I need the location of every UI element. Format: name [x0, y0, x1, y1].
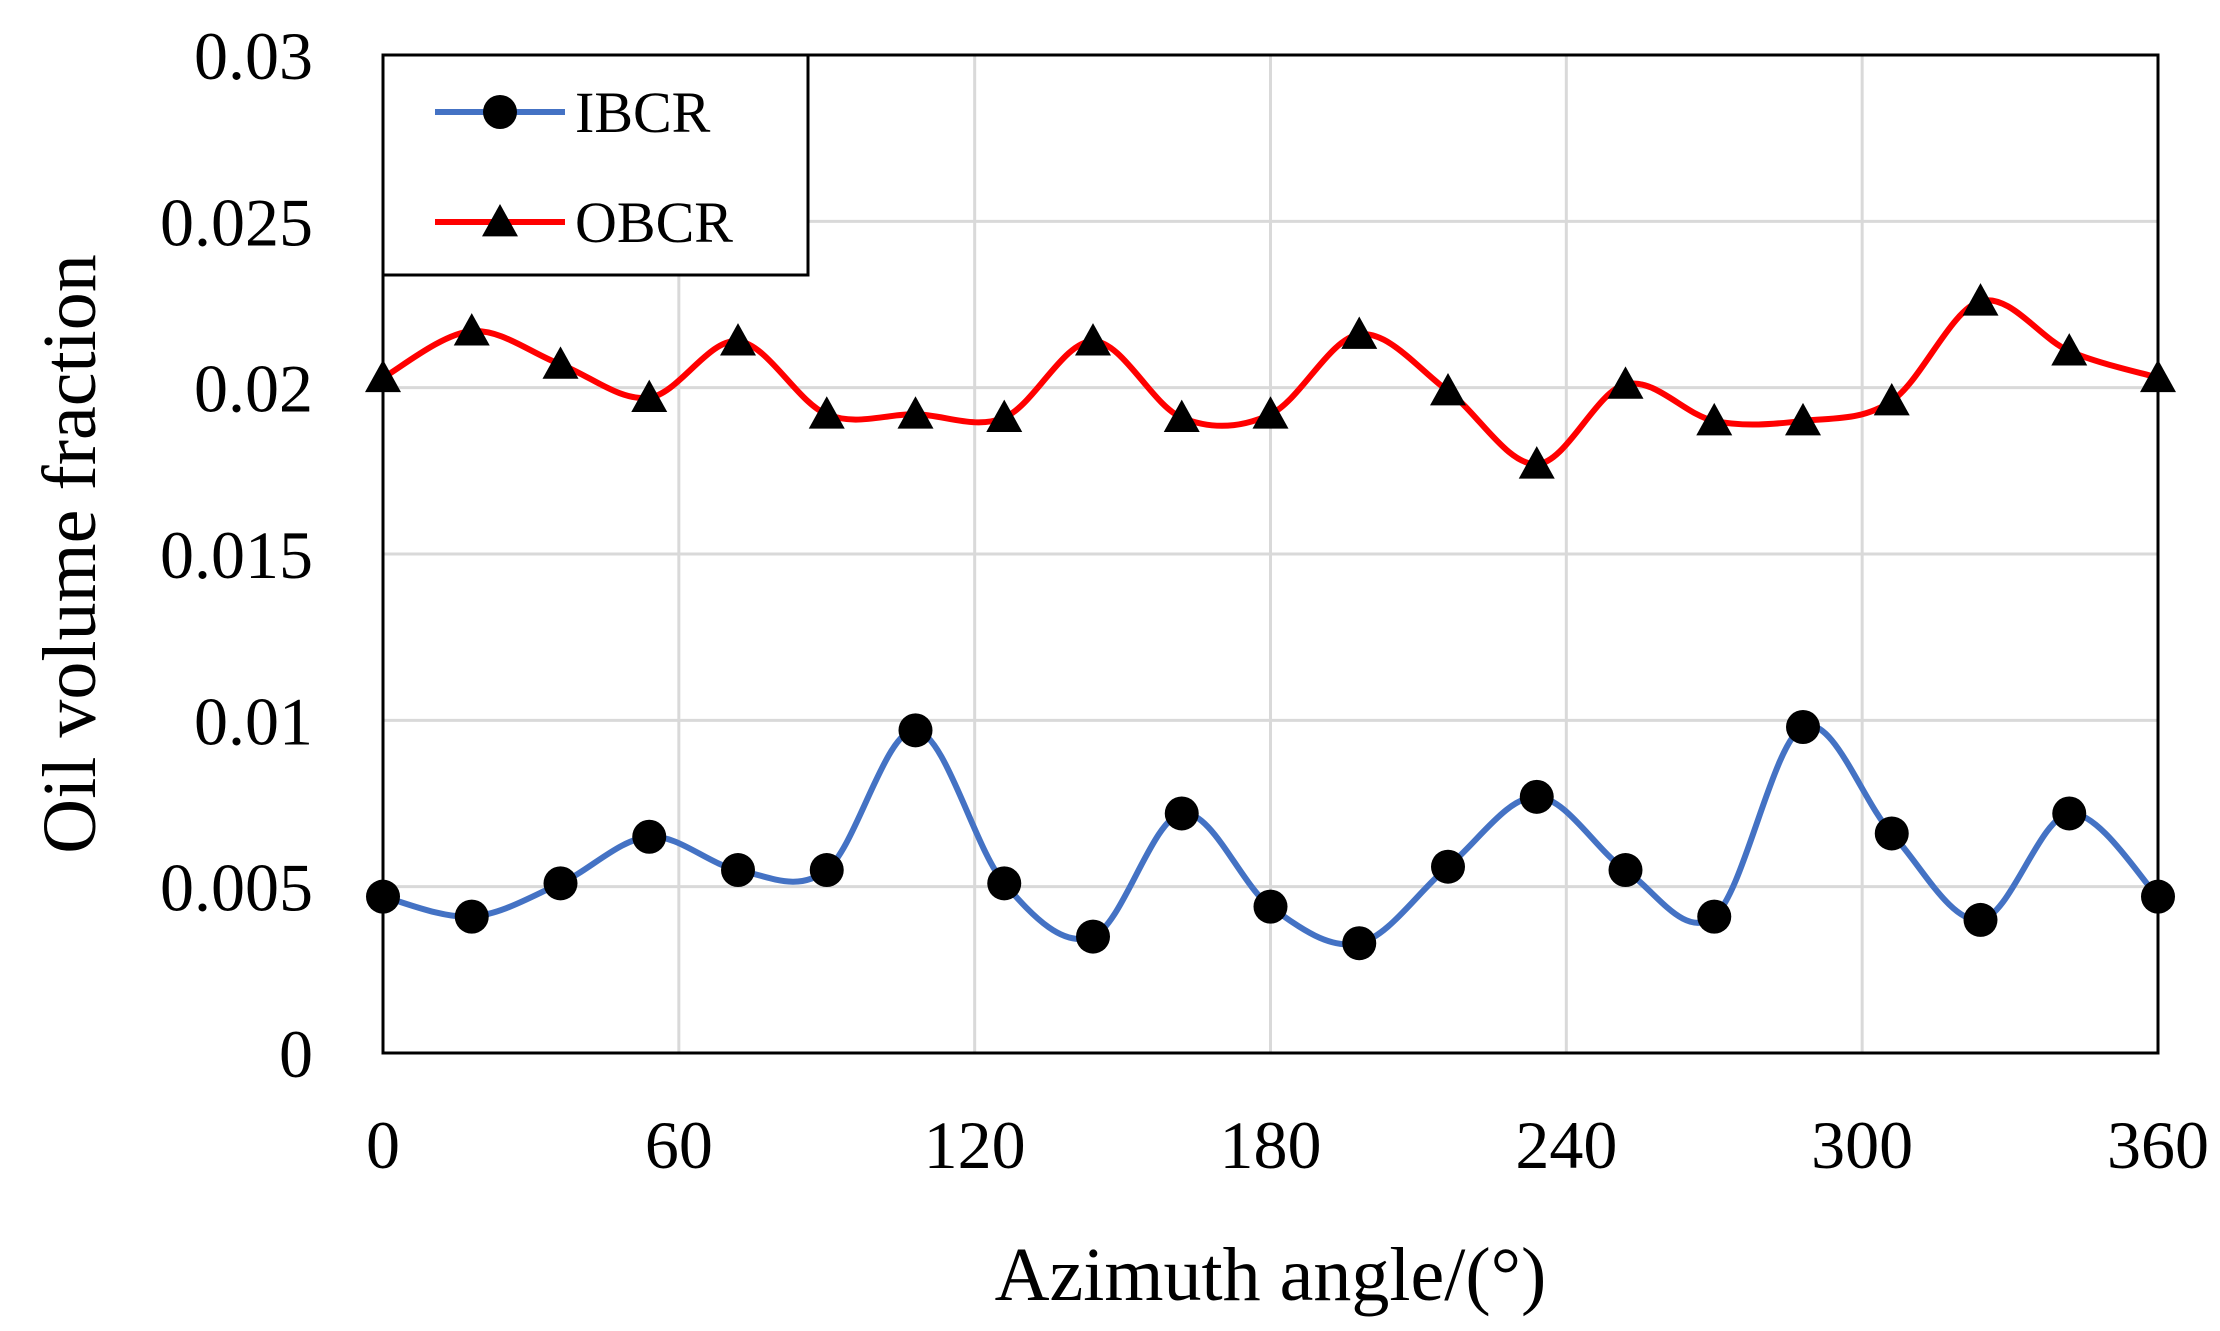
y-axis-title: Oil volume fraction [28, 254, 112, 853]
legend-box [381, 53, 810, 277]
data-point-ibcr [1519, 779, 1554, 814]
data-point-ibcr [1608, 853, 1643, 888]
data-point-obcr [1163, 399, 1200, 433]
legend: IBCR OBCR [381, 53, 810, 277]
x-tick-label: 240 [1515, 1107, 1617, 1183]
y-tick-label: 0 [279, 1016, 313, 1092]
data-point-ibcr [1164, 796, 1199, 831]
data-point-ibcr [721, 853, 755, 888]
data-point-ibcr [809, 853, 844, 888]
data-point-ibcr [1076, 919, 1110, 954]
legend-items: IBCR OBCR [435, 80, 733, 255]
legend-item-obcr: OBCR [435, 190, 733, 255]
data-point-obcr [1696, 402, 1733, 436]
data-point-ibcr [2052, 796, 2087, 831]
data-point-obcr [808, 396, 845, 429]
x-tick-label: 300 [1811, 1107, 1913, 1183]
legend-label: OBCR [575, 190, 733, 255]
data-point-ibcr [1431, 849, 1465, 884]
data-point-obcr [453, 313, 490, 346]
data-point-obcr [365, 359, 401, 393]
legend-marker [482, 204, 518, 237]
data-point-obcr [2051, 333, 2088, 366]
data-point-ibcr [1342, 926, 1377, 961]
data-point-obcr [631, 379, 668, 413]
y-tick-label: 0.01 [194, 683, 313, 759]
data-point-obcr [1607, 366, 1644, 399]
data-point-obcr [986, 399, 1023, 433]
data-point-ibcr [366, 879, 400, 914]
series-ibcr [366, 709, 2175, 961]
data-point-ibcr [1786, 709, 1820, 744]
data-point-ibcr [1697, 899, 1732, 934]
data-point-ibcr [454, 899, 489, 934]
legend-item-ibcr: IBCR [435, 80, 711, 145]
data-point-obcr [1075, 323, 1111, 356]
data-point-obcr [2140, 359, 2176, 393]
x-tick-label: 0 [366, 1107, 400, 1183]
data-point-obcr [1518, 446, 1555, 479]
series-obcr [365, 283, 2176, 479]
data-point-obcr [1252, 396, 1289, 429]
data-point-ibcr [1874, 816, 1909, 851]
y-tick-label: 0.015 [160, 517, 313, 593]
x-tick-labels: 0 60 120 180 240 300 360 [366, 1107, 2209, 1183]
y-tick-labels: 0 0.005 0.01 0.015 0.02 0.025 0.03 [160, 18, 313, 1092]
data-point-ibcr [1963, 902, 1998, 937]
legend-label: IBCR [575, 80, 711, 145]
data-point-ibcr [632, 819, 667, 854]
data-point-obcr [1873, 382, 1910, 416]
y-tick-label: 0.025 [160, 184, 313, 260]
y-tick-label: 0.03 [194, 18, 313, 94]
data-point-ibcr [543, 866, 578, 901]
x-tick-label: 120 [924, 1107, 1026, 1183]
data-point-ibcr [1253, 889, 1288, 924]
data-point-ibcr [2141, 879, 2175, 914]
x-tick-label: 360 [2107, 1107, 2209, 1183]
data-point-obcr [1962, 283, 1999, 316]
x-tick-label: 60 [645, 1107, 713, 1183]
data-point-obcr [542, 346, 579, 379]
y-tick-label: 0.02 [194, 351, 313, 427]
data-point-obcr [720, 323, 756, 356]
data-point-obcr [1785, 402, 1821, 436]
x-tick-label: 180 [1220, 1107, 1322, 1183]
data-point-obcr [1341, 316, 1378, 349]
legend-marker [483, 95, 517, 129]
data-point-ibcr [987, 866, 1022, 901]
series-layer [365, 283, 2176, 961]
y-tick-label: 0.005 [160, 850, 313, 926]
data-point-obcr [1430, 372, 1466, 406]
data-point-ibcr [898, 713, 933, 748]
plot-frame [381, 53, 2160, 1055]
x-axis-title: Azimuth angle/(°) [995, 1233, 1547, 1317]
data-point-obcr [897, 396, 934, 429]
